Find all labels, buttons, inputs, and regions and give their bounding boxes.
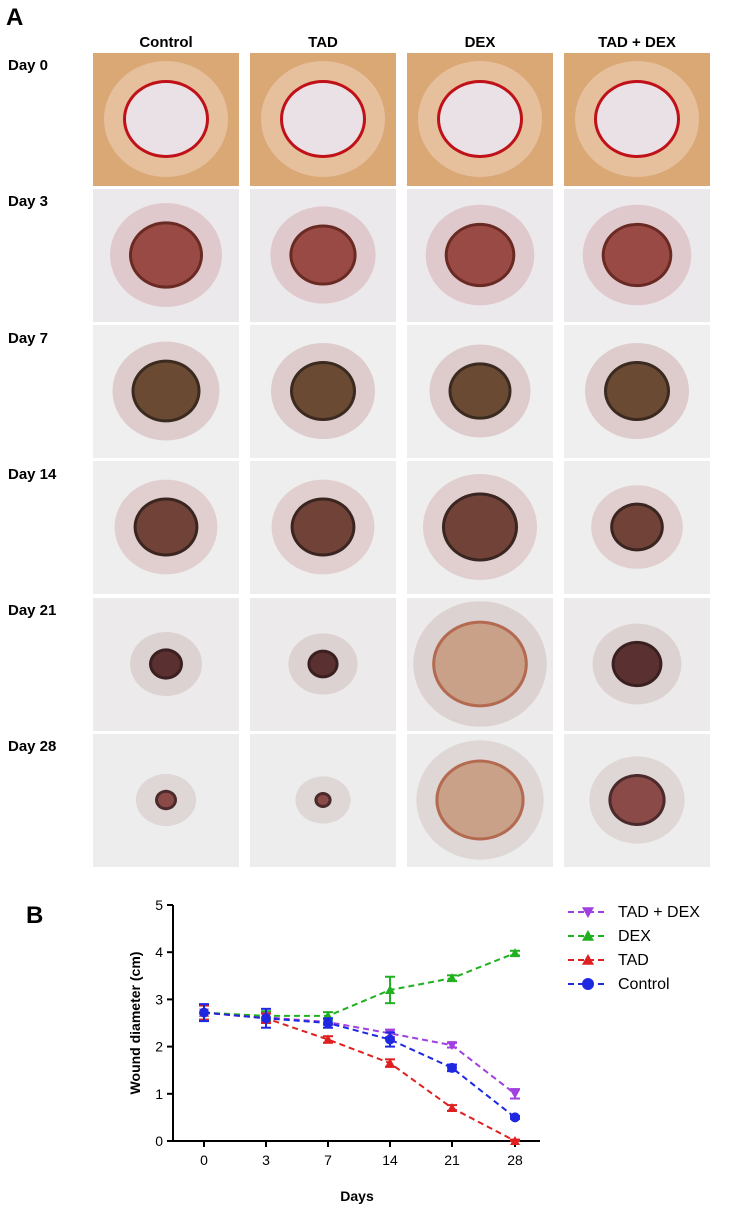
wound-photo (564, 461, 710, 594)
data-point (323, 1034, 333, 1044)
x-tick-label: 28 (507, 1152, 523, 1168)
legend-label: Control (618, 976, 670, 993)
legend-label: TAD + DEX (618, 904, 700, 921)
wound-photo (407, 734, 553, 867)
wound-photo (564, 598, 710, 731)
wound-photo (564, 325, 710, 458)
wound-photo (250, 598, 396, 731)
wound-photo (407, 189, 553, 322)
wound-photo (250, 325, 396, 458)
panel-b-letter: B (26, 902, 44, 929)
wound-photo (93, 189, 239, 322)
data-point (510, 1089, 520, 1099)
data-point (385, 1034, 395, 1045)
column-header-tad-dex: TAD + DEX (598, 34, 676, 51)
row-label-day-21: Day 21 (8, 602, 57, 619)
column-header-dex: DEX (464, 34, 496, 51)
series-line (203, 1011, 516, 1142)
wound-photo (407, 461, 553, 594)
data-point (510, 1112, 520, 1123)
x-tick-label: 21 (444, 1152, 460, 1168)
y-tick-label: 1 (155, 1086, 163, 1102)
column-header-control: Control (139, 34, 193, 51)
legend-marker (582, 954, 594, 965)
legend-label: DEX (618, 928, 651, 945)
wound-photo (93, 461, 239, 594)
y-tick-label: 2 (155, 1039, 163, 1055)
row-label-day-28: Day 28 (8, 738, 57, 755)
y-tick-label: 3 (155, 991, 163, 1007)
wound-photo (250, 53, 396, 186)
row-label-day-0: Day 0 (8, 57, 49, 74)
panel-a-letter: A (6, 4, 24, 31)
data-point (510, 1136, 520, 1145)
y-axis-label: Wound diameter (cm) (127, 952, 143, 1095)
x-tick-label: 14 (382, 1152, 398, 1168)
wound-photo (250, 461, 396, 594)
wound-photo (250, 189, 396, 322)
legend-marker (582, 907, 594, 918)
legend-label: TAD (618, 952, 649, 969)
y-tick-label: 0 (155, 1133, 163, 1149)
wound-photo (564, 53, 710, 186)
series-line (203, 1011, 516, 1095)
data-point (323, 1018, 333, 1028)
x-tick-label: 0 (200, 1152, 208, 1168)
data-point (447, 1102, 457, 1112)
data-point (385, 1058, 395, 1068)
x-tick-label: 3 (262, 1152, 270, 1168)
wound-photo (93, 325, 239, 458)
wound-photo (93, 734, 239, 867)
column-header-tad: TAD (308, 34, 338, 51)
data-point (510, 948, 520, 958)
y-tick-label: 4 (155, 944, 163, 960)
wound-photo (564, 189, 710, 322)
legend-marker (582, 930, 594, 941)
wound-photo (93, 53, 239, 186)
series-line (203, 952, 516, 1017)
wound-photo (407, 53, 553, 186)
wound-photo (93, 598, 239, 731)
data-point (447, 1041, 457, 1051)
x-axis-label: Days (340, 1188, 374, 1204)
row-label-day-7: Day 7 (8, 330, 49, 347)
wound-photo (250, 734, 396, 867)
legend-marker (582, 978, 594, 990)
data-point (447, 1062, 457, 1073)
data-point (199, 1007, 209, 1018)
series-line (203, 1011, 516, 1119)
row-label-day-3: Day 3 (8, 193, 49, 210)
data-point (385, 984, 395, 994)
wound-photo (407, 598, 553, 731)
row-label-day-14: Day 14 (8, 466, 57, 483)
data-point (261, 1013, 271, 1024)
wound-photo (407, 325, 553, 458)
data-point (447, 973, 457, 983)
y-tick-label: 5 (155, 897, 163, 913)
wound-photo (564, 734, 710, 867)
wound-diameter-chart: 0 1 2 3 4 5 0 3 7 14 21 28 Days Wound diameter (cm) TA… (127, 897, 700, 1204)
x-tick-label: 7 (324, 1152, 332, 1168)
